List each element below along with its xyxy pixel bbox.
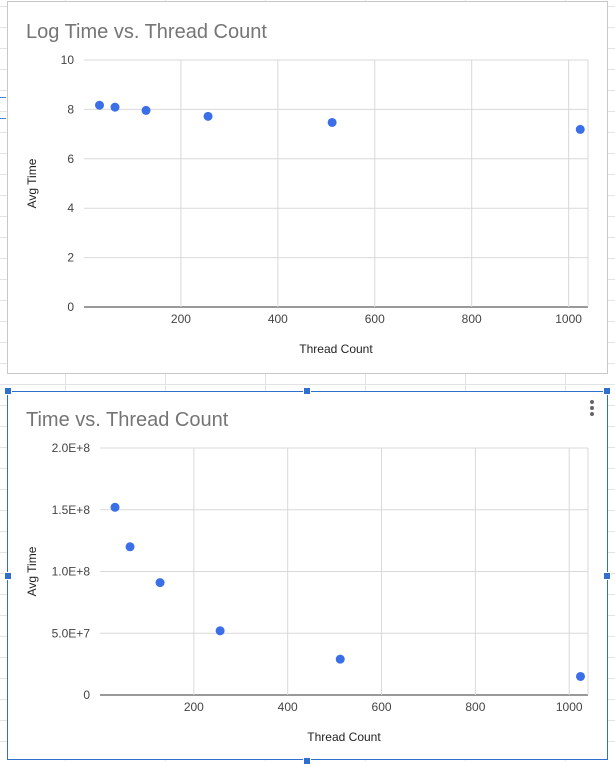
x-tick-label: 1000 — [555, 312, 582, 326]
data-point[interactable] — [575, 124, 585, 134]
x-tick-label: 400 — [278, 700, 298, 714]
data-point[interactable] — [110, 502, 120, 512]
x-tick-label: 200 — [171, 312, 191, 326]
y-tick-label: 1.5E+8 — [52, 503, 91, 517]
data-point[interactable] — [327, 117, 337, 127]
chart-log-time[interactable]: Log Time vs. Thread Count 0 2 4 6 8 10 200 400 6… — [7, 1, 608, 374]
y-tick-label: 10 — [61, 53, 75, 67]
y-tick-label: 8 — [67, 102, 74, 116]
x-tick-label: 400 — [268, 312, 288, 326]
y-tick-label: 0 — [67, 300, 74, 314]
chart-title: Time vs. Thread Count — [26, 409, 229, 431]
data-point[interactable] — [575, 671, 585, 681]
y-tick-label: 0 — [83, 688, 90, 702]
y-tick-label: 6 — [67, 152, 74, 166]
y-tick-label: 5.0E+7 — [52, 626, 91, 640]
data-point[interactable] — [203, 111, 213, 121]
resize-handle-top-left[interactable] — [4, 387, 12, 395]
data-point[interactable] — [335, 654, 345, 664]
resize-handle-top[interactable] — [303, 387, 311, 395]
more-vert-icon[interactable] — [589, 400, 595, 418]
x-tick-label: 200 — [184, 700, 204, 714]
data-point[interactable] — [155, 578, 165, 588]
y-tick-label: 2.0E+8 — [52, 441, 91, 455]
resize-handle-bottom[interactable] — [303, 757, 311, 765]
x-tick-label: 800 — [465, 700, 485, 714]
chart-plot: 0 5.0E+7 1.0E+8 1.5E+8 2.0E+8 200 400 600 800 100… — [25, 441, 589, 744]
y-axis-title: Avg Time — [25, 158, 39, 208]
data-point[interactable] — [95, 100, 105, 110]
y-tick-label: 2 — [67, 251, 74, 265]
x-axis-title: Thread Count — [307, 730, 381, 744]
x-tick-label: 600 — [365, 312, 385, 326]
chart-title: Log Time vs. Thread Count — [26, 21, 267, 43]
chart-time[interactable]: Time vs. Thread Count 0 5.0E+7 1.0E+8 1.5E+… — [7, 391, 608, 760]
data-point[interactable] — [141, 105, 151, 115]
x-tick-label: 1000 — [556, 700, 583, 714]
chart-plot: 0 2 4 6 8 10 200 400 600 800 1000 Thread Count Avg T… — [25, 53, 589, 356]
data-point[interactable] — [110, 102, 120, 112]
y-tick-label: 4 — [67, 201, 74, 215]
x-tick-label: 800 — [462, 312, 482, 326]
data-point[interactable] — [125, 542, 135, 552]
x-axis-title: Thread Count — [299, 342, 373, 356]
resize-handle-right[interactable] — [603, 572, 611, 580]
resize-handle-top-right[interactable] — [603, 387, 611, 395]
data-point[interactable] — [215, 626, 225, 636]
resize-handle-left[interactable] — [4, 572, 12, 580]
y-tick-label: 1.0E+8 — [52, 565, 91, 579]
x-tick-label: 600 — [372, 700, 392, 714]
row-selection-marker — [0, 97, 6, 119]
y-axis-title: Avg Time — [25, 546, 39, 596]
